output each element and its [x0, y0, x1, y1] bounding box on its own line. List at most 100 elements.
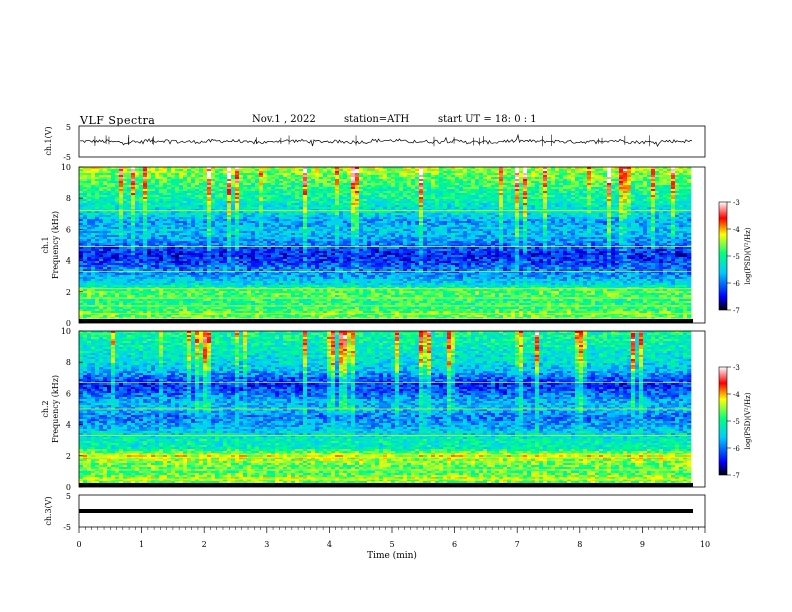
spectrogram-cell — [615, 197, 619, 199]
spectrogram-cell — [399, 189, 403, 191]
spectrogram-cell — [411, 193, 415, 195]
spectrogram-cell — [503, 229, 507, 231]
spectrogram-cell — [287, 219, 291, 221]
spectrogram-cell — [503, 185, 507, 187]
spectrogram-cell — [431, 171, 435, 173]
spectrogram-cell — [139, 201, 143, 203]
spectrogram-cell — [327, 179, 331, 181]
spectrogram-cell — [295, 173, 299, 175]
spectrogram-cell — [123, 193, 127, 195]
spectrogram-cell — [127, 221, 131, 223]
spectrogram-cell — [239, 175, 243, 177]
spectrogram-cell — [459, 189, 463, 191]
spectrogram-cell — [223, 217, 227, 219]
spectrogram-cell — [327, 217, 331, 219]
spectrogram-cell — [363, 175, 367, 177]
spectrogram-cell — [287, 181, 291, 183]
spectrogram-cell — [307, 219, 311, 221]
spectrogram-cell — [515, 211, 519, 213]
spectrogram-cell — [283, 195, 287, 197]
spectrogram-cell — [303, 219, 307, 221]
spectrogram-cell — [447, 227, 451, 229]
spectrogram-cell — [407, 195, 411, 197]
spectrogram-cell — [351, 213, 355, 215]
spectrogram-cell — [251, 207, 255, 209]
spectrogram-cell — [275, 177, 279, 179]
spectrogram-cell — [91, 217, 95, 219]
spectrogram-cell — [679, 195, 683, 197]
spectrogram-cell — [347, 215, 351, 217]
spectrogram-cell — [295, 199, 299, 201]
spectrogram-cell — [195, 211, 199, 213]
spectrogram-cell — [571, 203, 575, 205]
spectrogram-cell — [423, 205, 427, 207]
spectrogram-cell — [127, 219, 131, 221]
spectrogram-cell — [487, 169, 491, 171]
spectrogram-cell — [251, 193, 255, 195]
spectrogram-cell — [167, 215, 171, 217]
spectrogram-cell — [623, 201, 627, 203]
spectrogram-cell — [591, 197, 595, 199]
spectrogram-cell — [643, 199, 647, 201]
spectrogram-cell — [579, 223, 583, 225]
spectrogram-cell — [199, 223, 203, 225]
spectrogram-cell — [223, 185, 227, 187]
spectrogram-cell — [531, 191, 535, 193]
spectrogram-cell — [679, 215, 683, 217]
spectrogram-cell — [403, 179, 407, 181]
spectrogram-cell — [375, 185, 379, 187]
spectrogram-cell — [531, 215, 535, 217]
spectrogram-cell — [431, 175, 435, 177]
spectrogram-cell — [119, 179, 123, 181]
spectrogram-cell — [399, 197, 403, 199]
spectrogram-cell — [527, 217, 531, 219]
spectrogram-cell — [591, 207, 595, 209]
spectrogram-cell — [391, 207, 395, 209]
spectrogram-cell — [359, 171, 363, 173]
spectrogram-cell — [231, 203, 235, 205]
spectrogram-cell — [235, 227, 239, 229]
spectrogram-cell — [523, 215, 527, 217]
spectrogram-cell — [623, 171, 627, 173]
spectrogram-cell — [171, 205, 175, 207]
spectrogram-cell — [151, 177, 155, 179]
spectrogram-cell — [555, 191, 559, 193]
spectrogram-cell — [659, 183, 663, 185]
spectrogram-cell — [255, 231, 259, 233]
spectrogram-cell — [87, 225, 91, 227]
spectrogram-cell — [579, 211, 583, 213]
spectrogram-cell — [295, 227, 299, 229]
spectrogram-cell — [203, 199, 207, 201]
spectrogram-cell — [331, 195, 335, 197]
spectrogram-cell — [407, 213, 411, 215]
spectrogram-cell — [563, 185, 567, 187]
spectrogram-cell — [495, 173, 499, 175]
spectrogram-cell — [471, 203, 475, 205]
spectrogram-cell — [651, 185, 655, 187]
spectrogram-cell — [95, 229, 99, 231]
spectrogram-cell — [255, 181, 259, 183]
spectrogram-cell — [347, 185, 351, 187]
spectrogram-cell — [351, 201, 355, 203]
spectrogram-cell — [631, 181, 635, 183]
spectrogram-cell — [595, 215, 599, 217]
spectrogram-cell — [511, 227, 515, 229]
spectrogram-cell — [315, 177, 319, 179]
spectrogram-cell — [295, 201, 299, 203]
spectrogram-cell — [79, 171, 83, 173]
spectrogram-cell — [303, 193, 307, 195]
spectrogram-cell — [295, 215, 299, 217]
spectrogram-cell — [219, 199, 223, 201]
spectrogram-cell — [655, 173, 659, 175]
spectrogram-cell — [347, 201, 351, 203]
spectrogram-cell — [683, 177, 687, 179]
spectrogram-cell — [643, 219, 647, 221]
spectrogram-cell — [615, 227, 619, 229]
spectrogram-cell — [423, 191, 427, 193]
spectrogram-cell — [431, 183, 435, 185]
spectrogram-cell — [675, 195, 679, 197]
spectrogram-cell — [311, 169, 315, 171]
spectrogram-cell — [679, 185, 683, 187]
spectrogram-cell — [79, 203, 83, 205]
spectrogram-cell — [435, 221, 439, 223]
